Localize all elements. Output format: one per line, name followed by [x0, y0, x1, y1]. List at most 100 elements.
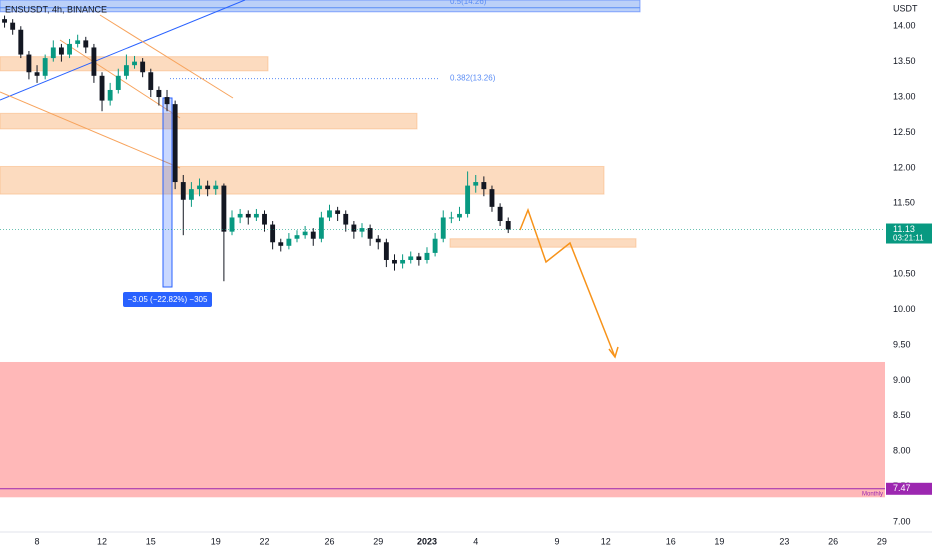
candle-body: [457, 213, 462, 218]
zone: [0, 165, 605, 195]
price-tag-value: 11.13: [893, 224, 915, 234]
x-tick-label: 19: [211, 536, 221, 546]
y-tick-label: 13.00: [893, 91, 916, 101]
candle-body: [489, 189, 495, 207]
candle-body: [294, 235, 300, 239]
candle-body: [262, 213, 267, 225]
candle-body: [140, 61, 146, 73]
candle-body: [424, 252, 430, 260]
y-tick-label: 13.50: [893, 56, 916, 66]
x-tick-label: 22: [260, 536, 270, 546]
candle-body: [253, 213, 259, 218]
candle-body: [75, 40, 81, 44]
projection-arrow: [608, 346, 619, 359]
x-tick-label: 16: [666, 536, 676, 546]
y-tick-label: 7.00: [893, 516, 911, 526]
candle-body: [67, 43, 72, 55]
x-tick-label: 19: [714, 536, 724, 546]
candle-body: [164, 97, 170, 105]
candle-body: [310, 231, 316, 239]
candle-body: [327, 210, 332, 218]
price-tag-countdown: 03:21:11: [893, 234, 924, 243]
candle-body: [123, 65, 129, 76]
trend-line: [0, 0, 246, 101]
candle-body: [237, 213, 243, 218]
x-tick-label: 26: [828, 536, 838, 546]
candles: [2, 15, 511, 282]
candle-body: [197, 185, 202, 190]
y-tick-label: 9.50: [893, 339, 911, 349]
candle-body: [148, 72, 154, 90]
x-tick-label: 8: [35, 536, 40, 546]
x-tick-label: 26: [324, 536, 334, 546]
x-tick-label: 15: [146, 536, 156, 546]
candle-body: [392, 259, 397, 264]
candle-body: [26, 54, 32, 73]
candle-body: [10, 22, 16, 30]
x-tick-label: 2023: [417, 536, 437, 546]
candle-body: [50, 47, 56, 59]
price-tag: [886, 223, 932, 244]
candle-body: [432, 238, 438, 253]
y-tick-label: 8.50: [893, 410, 911, 420]
candle-body: [99, 75, 105, 101]
candle-body: [400, 259, 406, 264]
candle-body: [156, 89, 162, 98]
candle-body: [383, 242, 389, 260]
x-tick-label: 12: [97, 536, 107, 546]
candle-body: [42, 58, 48, 76]
candle-body: [473, 182, 479, 186]
candle-body: [180, 182, 186, 200]
y-tick-label: 12.50: [893, 127, 916, 137]
fib-label: 0.5(14.26): [450, 0, 487, 6]
candle-body: [359, 228, 365, 232]
candle-body: [367, 228, 373, 239]
y-tick-label: 8.00: [893, 446, 911, 456]
x-tick-label: 4: [473, 536, 478, 546]
candle-body: [286, 238, 292, 246]
fib-zone: [0, 0, 641, 13]
candle-body: [188, 189, 194, 200]
candle-body: [245, 213, 251, 218]
candle-body: [2, 19, 7, 23]
target-zone: [0, 361, 885, 498]
x-tick-label: 23: [779, 536, 789, 546]
y-tick-label: 12.00: [893, 162, 916, 172]
candle-body: [481, 182, 487, 190]
candle-body: [375, 238, 381, 243]
candle-body: [91, 47, 97, 76]
candle-body: [505, 221, 511, 230]
x-tick-label: 29: [877, 536, 887, 546]
candle-body: [34, 72, 40, 76]
candle-body: [497, 206, 503, 222]
candle-body: [335, 210, 341, 214]
candle-body: [278, 242, 284, 246]
projection-path: [519, 207, 616, 358]
x-tick-label: 12: [601, 536, 611, 546]
monthly-tag: [886, 482, 932, 495]
candle-body: [416, 256, 422, 260]
symbol-label: ENSUSDT, 4h, BINANCE: [5, 4, 107, 14]
x-tick-label: 29: [373, 536, 383, 546]
candle-body: [18, 29, 24, 55]
y-tick-label: 10.50: [893, 269, 916, 279]
y-tick-label: 10.00: [893, 304, 916, 314]
candle-body: [448, 217, 454, 219]
y-tick-label: 11.50: [893, 198, 915, 208]
candle-body: [115, 75, 121, 90]
candle-body: [302, 231, 308, 236]
monthly-value: 7.47: [893, 483, 911, 493]
currency-label: USDT: [893, 3, 918, 13]
zone: [0, 112, 418, 130]
monthly-name: Monthly: [862, 491, 883, 497]
trend-line: [99, 14, 234, 99]
trend-line: [0, 91, 181, 169]
candle-body: [270, 224, 276, 243]
candle-body: [83, 40, 89, 48]
candle-body: [318, 217, 324, 239]
candle-body: [229, 217, 235, 232]
y-tick-label: 9.00: [893, 375, 911, 385]
fib-label: 0.382(13.26): [450, 74, 496, 83]
candle-body: [107, 89, 113, 101]
